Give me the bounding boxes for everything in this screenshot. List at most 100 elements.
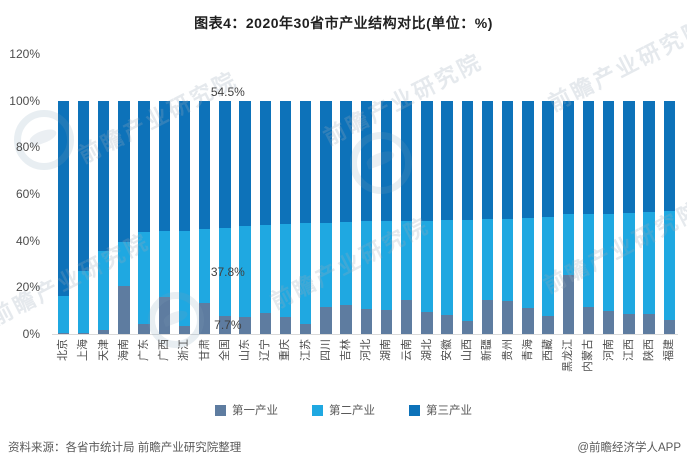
bar-segment-第一产业 bbox=[562, 275, 574, 334]
bar-segment-第二产业 bbox=[360, 221, 372, 309]
chart-title: 图表4：2020年30省市产业结构对比(单位：%) bbox=[194, 15, 493, 31]
bar-segment-第三产业 bbox=[178, 100, 191, 231]
bar-segment-第二产业 bbox=[400, 220, 413, 300]
bar-segment-第二产业 bbox=[239, 225, 251, 317]
bar-segment-第一产业 bbox=[118, 286, 130, 334]
bar-segment-第三产业 bbox=[421, 100, 433, 221]
legend-item: 第一产业 bbox=[215, 402, 278, 418]
y-axis-tick-label: 60% bbox=[15, 186, 40, 201]
bar-segment-第一产业 bbox=[279, 317, 292, 334]
bar-segment-第二产业 bbox=[158, 230, 170, 297]
bar-segment-第三产业 bbox=[602, 100, 615, 215]
bar-segment-第三产业 bbox=[158, 100, 170, 231]
bar-segment-第二产业 bbox=[461, 219, 473, 322]
value-label: 37.8% bbox=[210, 264, 245, 279]
bar-segment-第一产业 bbox=[623, 313, 635, 334]
bar-segment-第一产业 bbox=[400, 299, 413, 334]
bar-segment-第三产业 bbox=[582, 100, 595, 215]
bar-segment-第三产业 bbox=[97, 100, 110, 251]
bar-segment-第一产业 bbox=[643, 313, 655, 334]
bar-segment-第二产业 bbox=[562, 214, 574, 276]
source-text: 资料来源：各省市统计局 前瞻产业研究院整理 bbox=[8, 442, 242, 454]
bar-segment-第三产业 bbox=[380, 100, 393, 221]
app-credit: @前瞻经济学人APP bbox=[577, 442, 681, 454]
bar-segment-第三产业 bbox=[562, 100, 574, 215]
bar-segment-第三产业 bbox=[77, 100, 90, 272]
bar-segment-第一产业 bbox=[663, 319, 675, 334]
bar-segment-第三产业 bbox=[400, 100, 413, 221]
bar-segment-第一产业 bbox=[421, 311, 433, 334]
bar-segment-第一产业 bbox=[441, 314, 453, 334]
bar-segment-第二产业 bbox=[380, 220, 393, 311]
bar-segment-第一产业 bbox=[299, 323, 312, 334]
bar-segment-第二产业 bbox=[97, 250, 110, 331]
bar-segment-第二产业 bbox=[441, 220, 453, 315]
bar-segment-第二产业 bbox=[501, 218, 514, 301]
value-label: 54.5% bbox=[210, 84, 245, 99]
bar-segment-第二产业 bbox=[602, 214, 615, 312]
bar-segment-第三产业 bbox=[219, 100, 231, 228]
bar-segment-第三产业 bbox=[118, 100, 130, 242]
y-axis-tick-label: 80% bbox=[15, 140, 40, 155]
x-axis-line bbox=[52, 334, 678, 335]
bar-segment-第三产业 bbox=[279, 100, 292, 224]
bar-segment-第三产业 bbox=[299, 100, 312, 224]
bar-segment-第一产业 bbox=[77, 333, 90, 334]
bar-segment-第二产业 bbox=[198, 228, 211, 303]
bar-segment-第二产业 bbox=[623, 212, 635, 314]
bar-segment-第一产业 bbox=[542, 315, 554, 334]
bar-segment-第三产业 bbox=[198, 100, 211, 229]
bar-segment-第三产业 bbox=[461, 100, 473, 220]
bar-segment-第二产业 bbox=[542, 217, 554, 316]
bar-segment-第三产业 bbox=[441, 100, 453, 221]
bar-segment-第三产业 bbox=[663, 100, 675, 212]
bar-segment-第二产业 bbox=[421, 220, 433, 312]
bar-segment-第一产业 bbox=[219, 316, 231, 334]
bar-segment-第二产业 bbox=[582, 214, 595, 307]
bar-segment-第二产业 bbox=[138, 232, 150, 324]
bar-segment-第二产业 bbox=[57, 296, 69, 334]
bar-segment-第一产业 bbox=[522, 308, 534, 334]
bar-segment-第三产业 bbox=[501, 100, 514, 219]
bar-segment-第三产业 bbox=[623, 100, 635, 213]
legend-swatch-icon bbox=[215, 404, 226, 416]
legend-swatch-icon bbox=[409, 404, 420, 416]
bar-segment-第一产业 bbox=[158, 296, 170, 334]
bar-segment-第二产业 bbox=[118, 241, 130, 287]
bar-segment-第一产业 bbox=[481, 300, 494, 334]
value-label: 7.7% bbox=[214, 318, 242, 332]
bar-segment-第一产业 bbox=[380, 310, 393, 334]
y-axis-tick-label: 0% bbox=[22, 327, 40, 341]
bar-segment-第一产业 bbox=[602, 311, 615, 334]
legend-label: 第一产业 bbox=[232, 405, 278, 417]
bar-segment-第一产业 bbox=[57, 333, 69, 334]
bar-segment-第三产业 bbox=[340, 100, 352, 223]
bar-segment-第一产业 bbox=[501, 300, 514, 334]
legend-swatch-icon bbox=[312, 404, 323, 416]
bar-segment-第三产业 bbox=[57, 100, 69, 297]
y-axis-tick-label: 20% bbox=[15, 280, 40, 295]
bar-segment-第二产业 bbox=[340, 222, 352, 305]
bar-segment-第一产业 bbox=[461, 321, 473, 334]
bar-segment-第一产业 bbox=[340, 304, 352, 334]
bar-segment-第二产业 bbox=[178, 230, 191, 327]
bar-segment-第三产业 bbox=[481, 100, 494, 220]
legend-item: 第三产业 bbox=[409, 402, 472, 418]
bar-segment-第一产业 bbox=[239, 316, 251, 334]
bar-segment-第一产业 bbox=[178, 326, 191, 334]
bar-segment-第三产业 bbox=[259, 100, 271, 226]
bar-segment-第一产业 bbox=[97, 330, 110, 334]
bar-segment-第一产业 bbox=[360, 309, 372, 334]
bar-segment-第二产业 bbox=[522, 218, 534, 309]
legend: 第一产业 第二产业 第三产业 bbox=[0, 402, 687, 418]
bar-segment-第二产业 bbox=[279, 223, 292, 318]
bar-segment-第二产业 bbox=[320, 222, 332, 308]
bar-segment-第一产业 bbox=[138, 323, 150, 334]
bar-segment-第二产业 bbox=[663, 211, 675, 320]
bar-segment-第三产业 bbox=[239, 100, 251, 226]
bar-segment-第三产业 bbox=[643, 100, 655, 213]
bar-segment-第二产业 bbox=[219, 227, 231, 316]
